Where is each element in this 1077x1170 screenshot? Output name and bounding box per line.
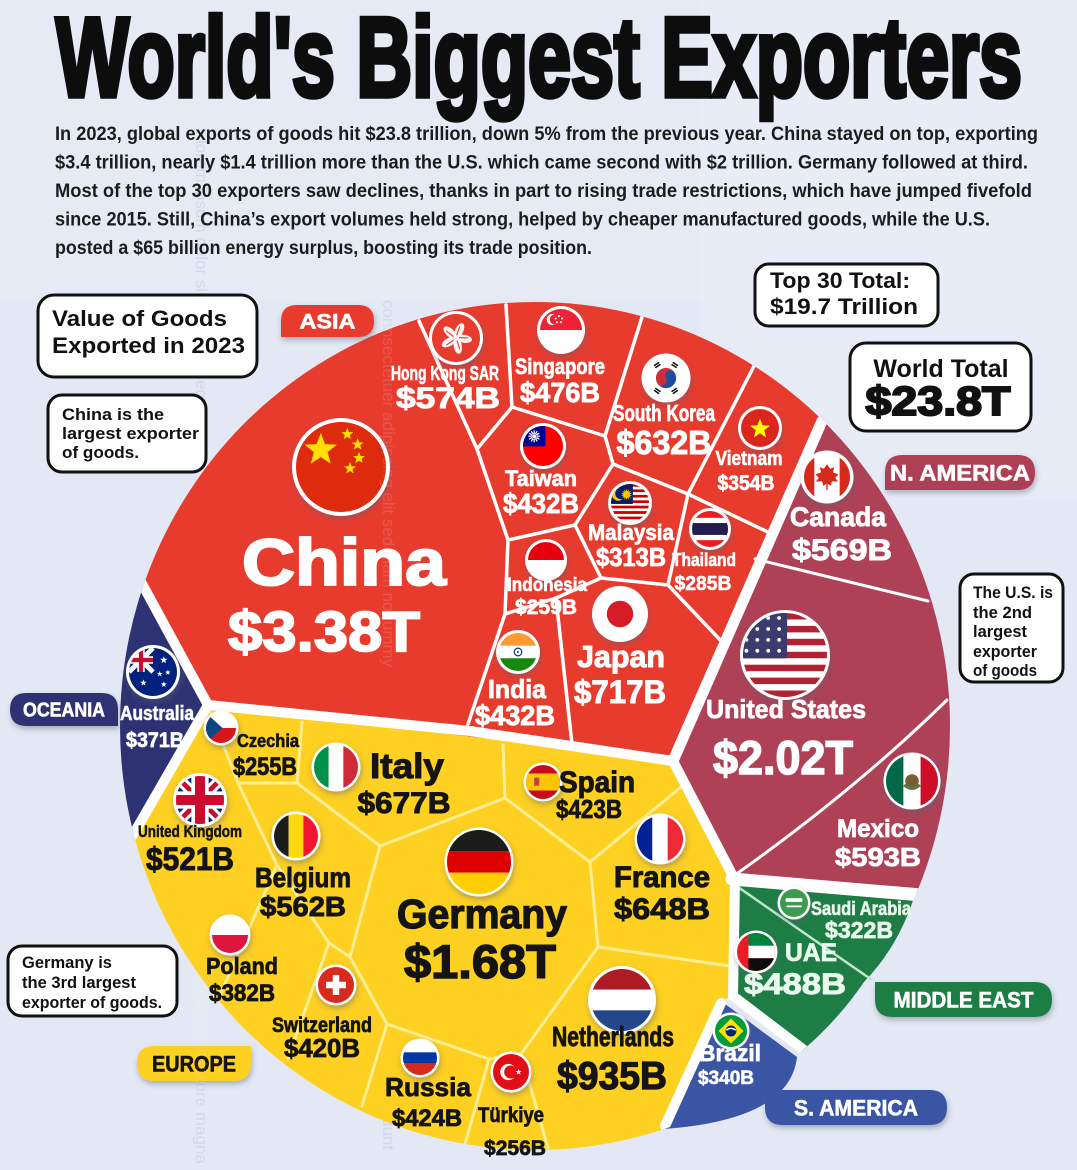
svg-text:Hong Kong SAR: Hong Kong SAR: [391, 363, 499, 385]
svg-text:Exported in 2023: Exported in 2023: [52, 333, 245, 358]
svg-text:$717B: $717B: [574, 674, 666, 710]
svg-text:$3.4 trillion, nearly $1.4 tri: $3.4 trillion, nearly $1.4 trillion more…: [55, 152, 1028, 174]
svg-text:Spain: Spain: [559, 766, 635, 799]
svg-text:consectetuer adipiscing elit s: consectetuer adipiscing elit sed diam no…: [379, 310, 398, 668]
svg-text:$432B: $432B: [475, 700, 555, 731]
svg-text:$488B: $488B: [744, 968, 846, 1001]
svg-text:Germany is: Germany is: [22, 954, 112, 972]
svg-text:posted a $65 billion energy su: posted a $65 billion energy surplus, boo…: [55, 237, 592, 259]
svg-text:United Kingdom: United Kingdom: [138, 822, 242, 841]
svg-text:the 2nd: the 2nd: [973, 604, 1032, 622]
svg-text:$382B: $382B: [209, 980, 275, 1007]
svg-text:ASIA: ASIA: [300, 311, 356, 334]
svg-text:exporter of goods.: exporter of goods.: [22, 994, 162, 1012]
svg-text:$935B: $935B: [557, 1055, 667, 1098]
svg-text:largest: largest: [973, 623, 1028, 641]
svg-text:$648B: $648B: [614, 893, 710, 926]
svg-text:of goods: of goods: [973, 662, 1037, 680]
svg-text:Japan: Japan: [577, 639, 665, 674]
svg-text:Indonesia: Indonesia: [507, 575, 587, 596]
svg-text:$256B: $256B: [484, 1137, 546, 1160]
svg-text:Switzerland: Switzerland: [272, 1014, 372, 1037]
svg-text:$424B: $424B: [392, 1105, 462, 1132]
svg-text:World's Biggest Exporters: World's Biggest Exporters: [56, 0, 1022, 120]
svg-text:dolore magna aliquam: dolore magna aliquam: [192, 1060, 211, 1165]
svg-text:$574B: $574B: [396, 382, 500, 415]
svg-text:The U.S. is: The U.S. is: [973, 584, 1053, 602]
svg-text:India: India: [488, 674, 547, 704]
svg-text:Russia: Russia: [385, 1072, 472, 1102]
svg-text:$2.02T: $2.02T: [713, 731, 853, 784]
svg-text:tincidunt ut laoreet dolore: tincidunt ut laoreet dolore: [192, 975, 211, 1165]
svg-text:$371B: $371B: [126, 729, 184, 752]
svg-text:Top 30 Total:: Top 30 Total:: [770, 268, 910, 293]
svg-text:$3.38T: $3.38T: [228, 600, 420, 664]
svg-text:Most of the top 30 exporters s: Most of the top 30 exporters saw decline…: [55, 180, 1032, 202]
svg-text:largest exporter: largest exporter: [62, 424, 199, 443]
svg-text:$521B: $521B: [146, 841, 234, 877]
svg-text:MIDDLE EAST: MIDDLE EAST: [894, 987, 1035, 1012]
svg-text:$420B: $420B: [284, 1033, 360, 1063]
svg-text:Poland: Poland: [206, 953, 278, 979]
svg-text:UAE: UAE: [785, 939, 837, 967]
svg-text:$259B: $259B: [515, 596, 577, 619]
svg-text:$255B: $255B: [233, 753, 297, 781]
svg-text:South Korea: South Korea: [613, 400, 715, 426]
svg-text:$354B: $354B: [718, 472, 775, 495]
svg-text:$340B: $340B: [698, 1068, 754, 1089]
svg-text:EUROPE: EUROPE: [152, 1051, 236, 1076]
svg-text:Saudi Arabia: Saudi Arabia: [811, 899, 911, 920]
svg-text:Value of Goods: Value of Goods: [52, 306, 227, 331]
svg-text:$632B: $632B: [617, 424, 712, 461]
svg-text:Australia: Australia: [120, 703, 195, 725]
svg-text:N. AMERICA: N. AMERICA: [890, 460, 1030, 485]
svg-text:World Total: World Total: [873, 355, 1008, 383]
svg-text:France: France: [614, 861, 710, 894]
svg-text:OCEANIA: OCEANIA: [23, 700, 105, 722]
svg-text:$1.68T: $1.68T: [404, 935, 556, 988]
svg-text:the 3rd largest: the 3rd largest: [22, 974, 136, 992]
svg-text:Italy: Italy: [370, 747, 445, 786]
svg-text:$423B: $423B: [556, 794, 622, 824]
svg-text:In 2023, global exports of goo: In 2023, global exports of goods hit $23…: [55, 123, 1038, 145]
svg-text:Belgium: Belgium: [255, 862, 351, 893]
svg-text:of goods.: of goods.: [62, 443, 139, 462]
svg-text:$322B: $322B: [825, 917, 893, 943]
svg-text:Canada: Canada: [790, 502, 887, 532]
svg-text:Türkiye: Türkiye: [478, 1104, 544, 1127]
svg-text:Vietnam: Vietnam: [716, 448, 783, 470]
svg-text:$19.7 Trillion: $19.7 Trillion: [770, 294, 918, 319]
svg-text:$285B: $285B: [675, 573, 732, 595]
svg-text:Taiwan: Taiwan: [505, 466, 577, 491]
svg-text:$313B: $313B: [596, 542, 666, 572]
svg-text:S. AMERICA: S. AMERICA: [794, 1095, 918, 1120]
svg-text:Netherlands: Netherlands: [552, 1021, 674, 1052]
svg-text:Czechia: Czechia: [237, 731, 300, 751]
svg-text:$677B: $677B: [358, 787, 451, 820]
svg-text:$23.8T: $23.8T: [866, 378, 1011, 424]
svg-text:Mexico: Mexico: [837, 815, 919, 843]
svg-text:China is the: China is the: [62, 405, 164, 424]
svg-text:United States: United States: [706, 694, 866, 724]
svg-text:Malaysia: Malaysia: [588, 520, 675, 545]
svg-text:exporter: exporter: [973, 643, 1038, 661]
svg-text:Brazil: Brazil: [699, 1040, 761, 1066]
svg-text:Thailand: Thailand: [672, 550, 736, 570]
svg-text:since 2015. Still, China’s exp: since 2015. Still, China’s export volume…: [55, 209, 990, 231]
svg-text:$432B: $432B: [503, 488, 579, 519]
svg-text:China: China: [242, 525, 447, 599]
svg-text:$562B: $562B: [260, 891, 346, 922]
svg-text:Germany: Germany: [397, 891, 567, 937]
svg-text:Singapore: Singapore: [515, 354, 605, 379]
svg-text:$569B: $569B: [792, 534, 892, 567]
svg-text:$593B: $593B: [835, 842, 921, 872]
svg-text:$476B: $476B: [520, 377, 600, 408]
